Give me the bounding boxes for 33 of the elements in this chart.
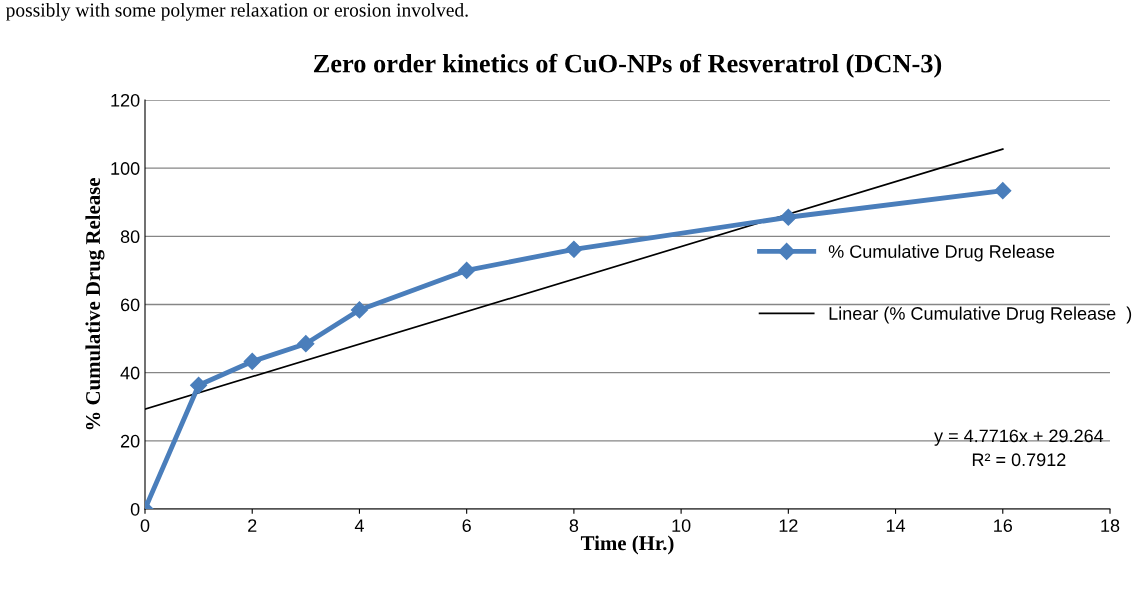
x-tick-label: 8 — [569, 519, 579, 532]
point — [565, 240, 583, 258]
point — [243, 352, 261, 370]
x-tick-label: 12 — [779, 519, 798, 532]
text: possibly with some polymer relaxation or erosion involved. — [5, 2, 468, 21]
x-tick-label: 6 — [462, 519, 471, 532]
x-tick-label: 14 — [886, 519, 906, 532]
y-tick-label: 80 — [120, 230, 140, 244]
legend-label: Linear (% Cumulative Drug Release ) — [829, 306, 1132, 324]
x-tick-label: 18 — [1101, 519, 1120, 532]
x-tick-label: 2 — [248, 519, 257, 532]
point — [350, 301, 368, 319]
point — [458, 261, 476, 279]
x-tick-label: 4 — [354, 519, 364, 532]
point — [297, 335, 315, 353]
y-tick-label: 0 — [130, 502, 140, 516]
x-tick-label: 16 — [994, 519, 1013, 532]
y-tick-label: 20 — [120, 434, 140, 448]
x-tick-label: 10 — [672, 519, 691, 532]
point — [779, 208, 797, 226]
chart-title: Zero order kinetics of CuO-NPs of Resveratrol (DCN-3) — [313, 53, 942, 78]
annotation: R² = 0.7912 — [972, 453, 1066, 467]
y-axis-title: % Cumulative Drug Release — [85, 178, 105, 430]
y-tick-label: 60 — [120, 298, 140, 312]
annotation: y = 4.7716x + 29.264 — [934, 429, 1104, 446]
x-axis-title: Time (Hr.) — [580, 535, 674, 555]
y-tick-label: 100 — [111, 162, 140, 175]
legend-label: % Cumulative Drug Release — [828, 244, 1055, 262]
x-tick-label: 0 — [140, 519, 150, 532]
y-tick-label: 40 — [120, 366, 140, 380]
y-tick-label: 120 — [111, 93, 140, 107]
point — [994, 182, 1012, 200]
point — [190, 376, 208, 394]
